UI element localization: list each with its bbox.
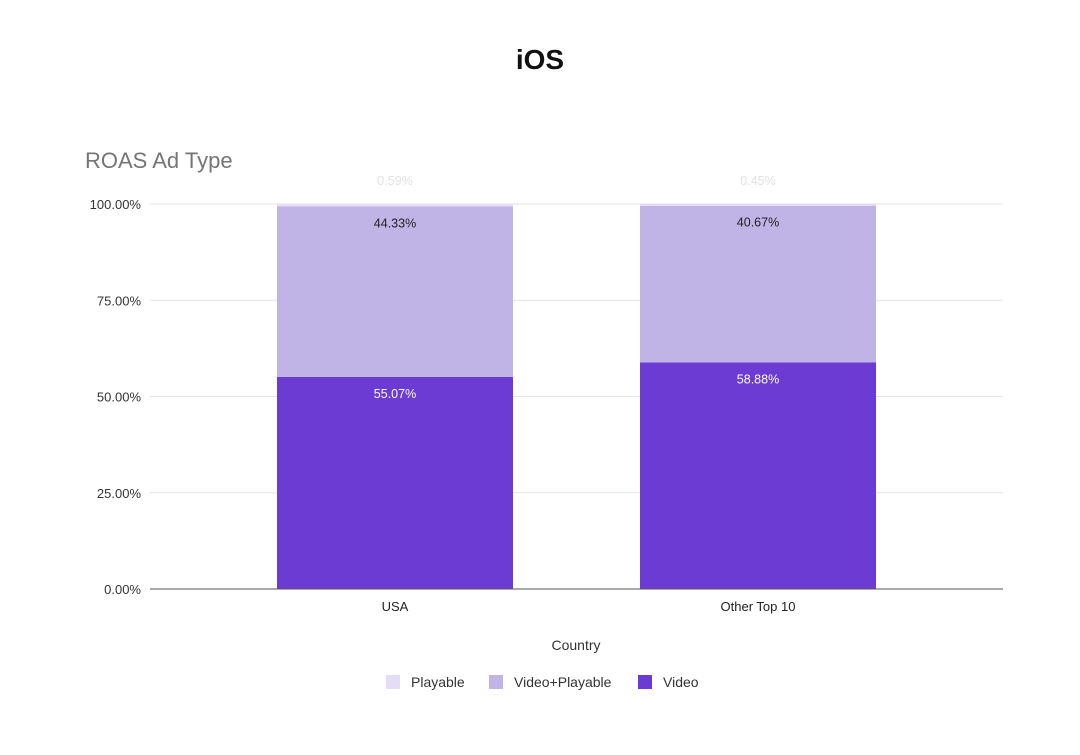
data-label: 0.59% [377, 174, 412, 188]
x-tick-label: Other Top 10 [721, 599, 796, 614]
bar-video[interactable] [277, 376, 513, 589]
y-tick-label: 75.00% [97, 293, 142, 308]
legend-swatch[interactable] [638, 675, 652, 689]
bar-video-playable[interactable] [277, 206, 513, 377]
bar-playable[interactable] [277, 204, 513, 207]
legend-swatch[interactable] [489, 675, 503, 689]
legend-swatch[interactable] [386, 675, 400, 689]
data-label: 40.67% [737, 216, 779, 230]
bar-playable[interactable] [640, 204, 876, 206]
chart-title: ROAS Ad Type [85, 148, 233, 173]
bar-video-playable[interactable] [640, 205, 876, 363]
data-label: 58.88% [737, 372, 779, 386]
page-title: iOS [515, 44, 565, 75]
y-tick-label: 0.00% [104, 582, 141, 597]
bar-video[interactable] [640, 362, 876, 589]
data-label: 55.07% [374, 387, 416, 401]
y-tick-label: 50.00% [97, 390, 142, 405]
legend-label[interactable]: Video+Playable [514, 674, 612, 690]
legend-label[interactable]: Playable [411, 674, 465, 690]
data-label: 0.45% [740, 174, 775, 188]
y-tick-label: 25.00% [97, 486, 142, 501]
x-tick-label: USA [382, 599, 409, 614]
y-tick-label: 100.00% [90, 197, 142, 212]
x-axis-title: Country [551, 637, 600, 653]
data-label: 44.33% [374, 216, 416, 230]
legend-label[interactable]: Video [663, 674, 699, 690]
